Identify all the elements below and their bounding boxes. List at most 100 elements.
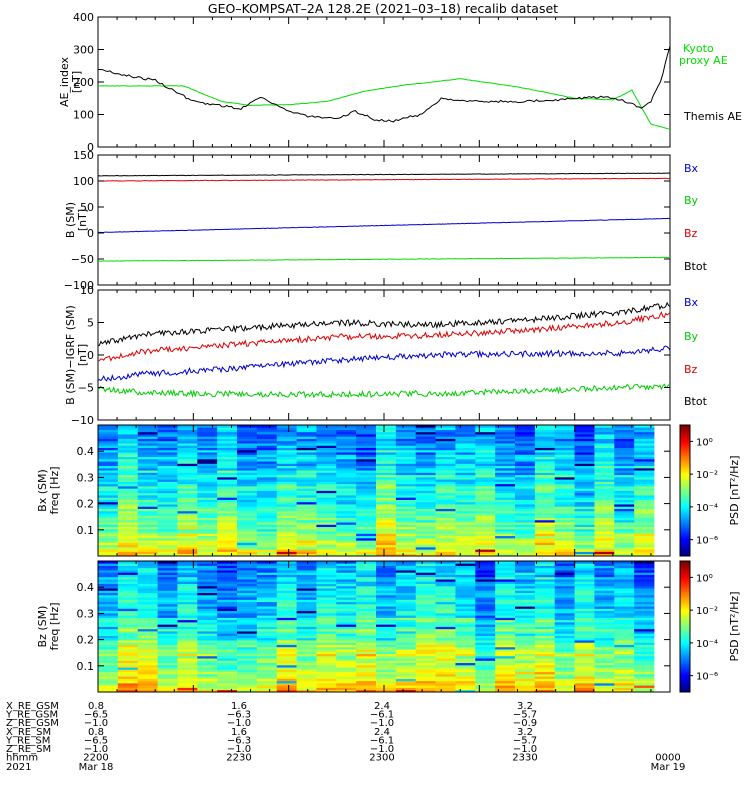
bz-spectrogram-cell <box>515 664 536 668</box>
bx-spectrogram-cell <box>276 461 297 464</box>
bz-spectrogram-cell <box>455 644 476 648</box>
bz-spectrogram-cell <box>316 628 337 632</box>
bx-spectrogram-cell <box>256 449 278 453</box>
bz-spectrogram-cell <box>554 592 575 596</box>
bx-spectrogram-cell <box>177 465 198 469</box>
bx-spectrogram-cell <box>256 454 278 458</box>
bz-spectrogram-cell <box>157 583 178 587</box>
ephemeris-value: −0.9 <box>513 718 537 729</box>
bz-spectrogram-cell <box>117 599 139 603</box>
bz-spectrogram-cell <box>117 633 139 636</box>
bx-spectrogram-cell <box>594 425 615 428</box>
bz-spectrogram-cell <box>137 626 158 630</box>
bz-spectrogram-cell <box>455 651 476 654</box>
bx-spectrogram-cell <box>534 438 556 442</box>
bx-spectrogram-cell <box>495 508 516 512</box>
bx-spectrogram-cell <box>376 490 397 494</box>
bz-spectrogram-colorbar-segment <box>680 617 690 621</box>
bz-spectrogram-cell <box>435 678 456 682</box>
bz-spectrogram-cell <box>515 628 536 632</box>
bx-spectrogram-cell <box>316 465 337 469</box>
bz-spectrogram-cell <box>197 651 218 654</box>
bz-spectrogram-cell <box>574 628 595 632</box>
bz-spectrogram-cell <box>98 664 119 668</box>
bz-spectrogram-cell <box>117 624 139 627</box>
bx-spectrogram-cell <box>376 499 397 503</box>
bz-spectrogram-cell <box>495 635 516 639</box>
bz-spectrogram-cell <box>276 628 297 632</box>
bz-spectrogram-cell <box>316 592 337 596</box>
bz-spectrogram-cell <box>415 633 436 636</box>
bx-spectrogram-cell <box>634 531 655 534</box>
bsm-igrf-ytick-label: 5 <box>87 317 94 330</box>
bx-spectrogram-cell <box>356 510 377 514</box>
bz-spectrogram-cell <box>515 621 536 625</box>
bz-spectrogram-cell <box>634 572 655 575</box>
bx-spectrogram-cell <box>336 447 357 451</box>
bz-spectrogram-cell <box>157 561 178 564</box>
bx-spectrogram-cell <box>356 463 377 467</box>
bz-spectrogram-cell <box>495 678 516 682</box>
bx-spectrogram-colorbar-segment <box>680 479 690 483</box>
bx-spectrogram-cell <box>415 461 436 464</box>
bz-spectrogram-cell <box>356 570 377 573</box>
bz-spectrogram-cell <box>614 628 635 632</box>
bz-spectrogram-cell <box>554 673 575 677</box>
bz-spectrogram-cell <box>435 588 456 591</box>
bx-spectrogram-cell <box>534 467 556 471</box>
bsm-legend-bx: Bx <box>684 162 699 175</box>
bx-spectrogram-cell <box>455 488 476 491</box>
bz-spectrogram-cell <box>296 581 317 584</box>
bx-spectrogram-cell <box>316 492 337 496</box>
bx-spectrogram-cell <box>455 499 476 503</box>
bx-spectrogram-colorbar-segment <box>680 449 690 452</box>
bx-spectrogram-cell <box>316 506 337 509</box>
bz-spectrogram-cell <box>157 655 178 659</box>
bx-spectrogram-cell <box>296 470 317 473</box>
bx-spectrogram-cell <box>515 470 536 473</box>
bx-spectrogram-cell <box>276 481 297 485</box>
bz-spectrogram-cell <box>634 678 655 682</box>
bz-spectrogram-cell <box>256 585 278 589</box>
bx-spectrogram-cell <box>117 524 139 528</box>
bz-spectrogram-cell <box>435 664 456 668</box>
bx-spectrogram-cell <box>98 449 119 453</box>
bx-spectrogram-cell <box>395 485 417 489</box>
bz-spectrogram-cell <box>534 651 556 654</box>
bx-spectrogram-cell <box>336 519 357 523</box>
bx-spectrogram-cell <box>296 504 317 507</box>
bz-spectrogram-cell <box>276 649 297 652</box>
bx-spectrogram-cell <box>574 434 595 437</box>
time-axis-unit: hhmm <box>6 753 38 764</box>
bz-spectrogram-cell <box>137 592 158 596</box>
bz-spectrogram-cell <box>554 572 575 575</box>
bx-spectrogram-cell <box>435 458 456 462</box>
bx-spectrogram-cell <box>554 454 575 458</box>
bx-spectrogram-cell <box>296 531 317 534</box>
bz-spectrogram-cell <box>594 617 615 621</box>
bz-spectrogram-cell <box>336 669 357 673</box>
bz-spectrogram-cell <box>634 676 655 679</box>
bz-spectrogram-cell <box>594 631 615 634</box>
bz-spectrogram-cell <box>217 664 238 668</box>
bz-spectrogram-cell <box>415 685 436 688</box>
bz-spectrogram-cell <box>157 673 178 677</box>
bz-spectrogram-cell <box>534 601 556 605</box>
bz-spectrogram-cell <box>634 606 655 609</box>
bx-spectrogram-cell <box>376 456 397 460</box>
bz-spectrogram-cell <box>117 572 139 575</box>
bz-spectrogram-cell <box>614 653 635 657</box>
bx-spectrogram-cell <box>356 546 377 550</box>
bx-spectrogram-colorbar-segment <box>680 473 690 476</box>
bz-spectrogram-cell <box>455 655 476 659</box>
bx-spectrogram-cell <box>177 506 198 509</box>
bx-spectrogram-cell <box>98 519 119 523</box>
bx-spectrogram-cell <box>177 537 198 541</box>
bz-spectrogram-cell <box>217 603 238 607</box>
bx-spectrogram-cell <box>157 506 178 509</box>
bz-spectrogram-cell <box>137 601 158 605</box>
bz-spectrogram-cell <box>554 597 575 600</box>
bx-spectrogram-cell <box>395 551 417 555</box>
bx-spectrogram-cell <box>157 474 178 478</box>
bz-spectrogram-cell <box>237 673 258 677</box>
